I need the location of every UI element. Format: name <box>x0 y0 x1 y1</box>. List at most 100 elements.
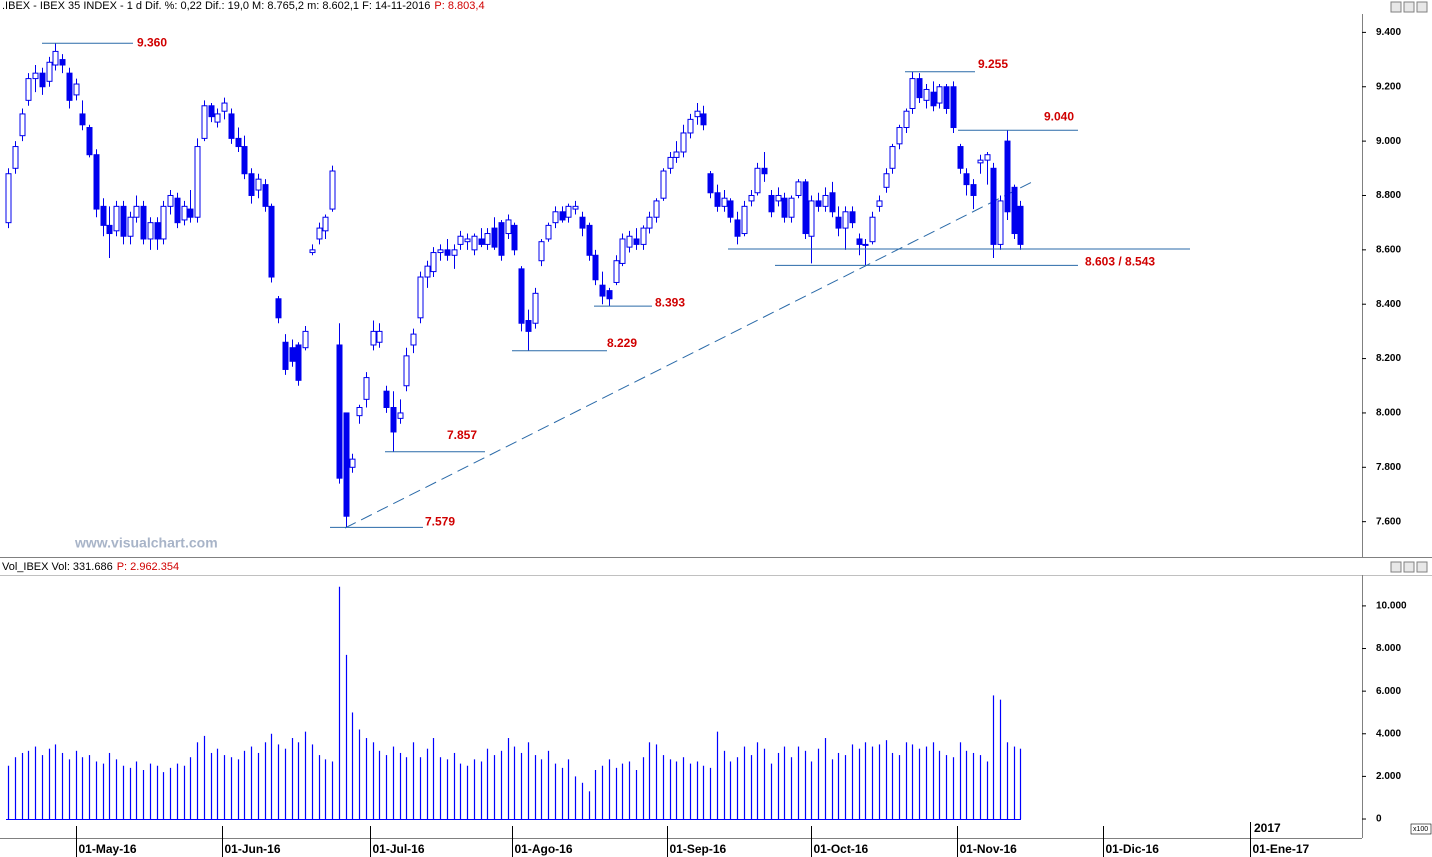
candle-body <box>889 146 896 169</box>
candle-body <box>822 194 829 207</box>
candle-body <box>5 173 12 224</box>
candle-body <box>950 86 957 129</box>
candle-body <box>761 167 768 175</box>
candle-body <box>977 159 984 164</box>
candle-body <box>336 344 343 479</box>
candle-body <box>775 194 782 202</box>
candle-body <box>909 78 916 109</box>
volume-header: Vol_IBEX Vol: 331.686 P: 2.962.354 <box>2 561 179 574</box>
candle-body <box>478 238 485 245</box>
candle-body <box>721 197 728 207</box>
candle-body <box>748 194 755 202</box>
candle-body <box>741 205 748 235</box>
candle-body <box>997 200 1004 245</box>
candle-body <box>140 205 147 240</box>
candle-body <box>46 61 53 82</box>
level-label: 9.040 <box>1044 109 1074 123</box>
candle-body <box>93 154 100 210</box>
candle-body <box>471 235 478 251</box>
candle-body <box>970 184 977 196</box>
candle-body <box>781 197 788 218</box>
candle-body <box>916 78 923 99</box>
candle-body <box>687 118 694 134</box>
button-up[interactable] <box>1390 561 1402 573</box>
candle-body <box>930 91 937 107</box>
candle-body <box>228 113 235 139</box>
trend-line <box>344 179 1037 529</box>
y-tick-label: 9.000 <box>1376 136 1401 147</box>
candle-body <box>363 377 370 400</box>
candle-body <box>606 290 613 300</box>
candle-body <box>147 222 154 240</box>
button-close[interactable] <box>1416 1 1428 13</box>
candle-body <box>484 233 491 245</box>
x-tick-label: 01-Oct-16 <box>814 842 869 856</box>
watermark: www.visualchart.com <box>74 535 218 551</box>
candle-body <box>613 260 620 283</box>
window-buttons[interactable] <box>1390 1 1428 573</box>
candle-body <box>491 227 498 248</box>
candle-body <box>221 102 228 112</box>
candle-body <box>100 205 107 226</box>
candle-body <box>626 235 633 248</box>
candle-body <box>289 347 296 362</box>
x-tick-label: 01-Sep-16 <box>670 842 727 856</box>
candle-body <box>518 268 525 324</box>
candle-body <box>565 205 572 218</box>
candle-body <box>295 344 302 381</box>
candle-body <box>856 238 863 245</box>
candle-body <box>464 238 471 243</box>
x-tick-label: 01-Nov-16 <box>960 842 1018 856</box>
candle-body <box>923 88 930 101</box>
candle-body <box>376 330 383 343</box>
title-bar <box>0 0 1432 14</box>
button-down[interactable] <box>1403 561 1415 573</box>
candle-body <box>896 127 903 145</box>
candle-body <box>842 211 849 229</box>
candle-body <box>424 265 431 278</box>
candle-body <box>734 219 741 237</box>
candle-body <box>208 105 215 118</box>
candle-body <box>599 284 606 297</box>
candle-body <box>383 390 390 408</box>
candle-body <box>829 192 836 213</box>
button-down[interactable] <box>1403 1 1415 13</box>
candle-body <box>430 252 437 273</box>
y-tick-label: 9.200 <box>1376 81 1401 92</box>
button-close[interactable] <box>1416 561 1428 573</box>
candle-body <box>127 216 134 237</box>
candle-body <box>410 333 417 346</box>
candle-body <box>275 298 282 319</box>
candle-body <box>754 167 761 194</box>
candle-body <box>667 156 674 169</box>
candle-body <box>788 197 795 218</box>
candle-body <box>680 132 687 153</box>
candle-body <box>876 200 883 207</box>
candle-body <box>59 59 66 66</box>
candle-body <box>174 197 181 224</box>
candle-body <box>903 110 910 129</box>
candle-body <box>12 146 19 169</box>
candle-body <box>248 173 255 196</box>
x-tick-label: 01-Jun-16 <box>225 842 281 856</box>
candle-body <box>538 241 545 262</box>
header-text: .IBEX - IBEX 35 INDEX - 1 d Dif. %: 0,22… <box>2 0 431 12</box>
candle-body <box>957 146 964 169</box>
candle-body <box>936 86 943 104</box>
button-up[interactable] <box>1390 1 1402 13</box>
candle-body <box>498 222 505 256</box>
candle-body <box>167 194 174 207</box>
x-tick-label: 01-Dic-16 <box>1106 842 1160 856</box>
candle-body <box>646 216 653 229</box>
candle-body <box>808 200 815 237</box>
y-tick-label: 9.400 <box>1376 27 1401 38</box>
candle-body <box>194 146 201 218</box>
candle-body <box>106 224 113 235</box>
candle-body <box>835 216 842 229</box>
candle-body <box>768 194 775 213</box>
header-price: P: 2.962.354 <box>116 561 180 573</box>
candle-body <box>160 205 167 240</box>
y-tick-label: 8.000 <box>1376 408 1401 419</box>
candle-body <box>451 249 458 256</box>
candle-body <box>1011 186 1018 235</box>
